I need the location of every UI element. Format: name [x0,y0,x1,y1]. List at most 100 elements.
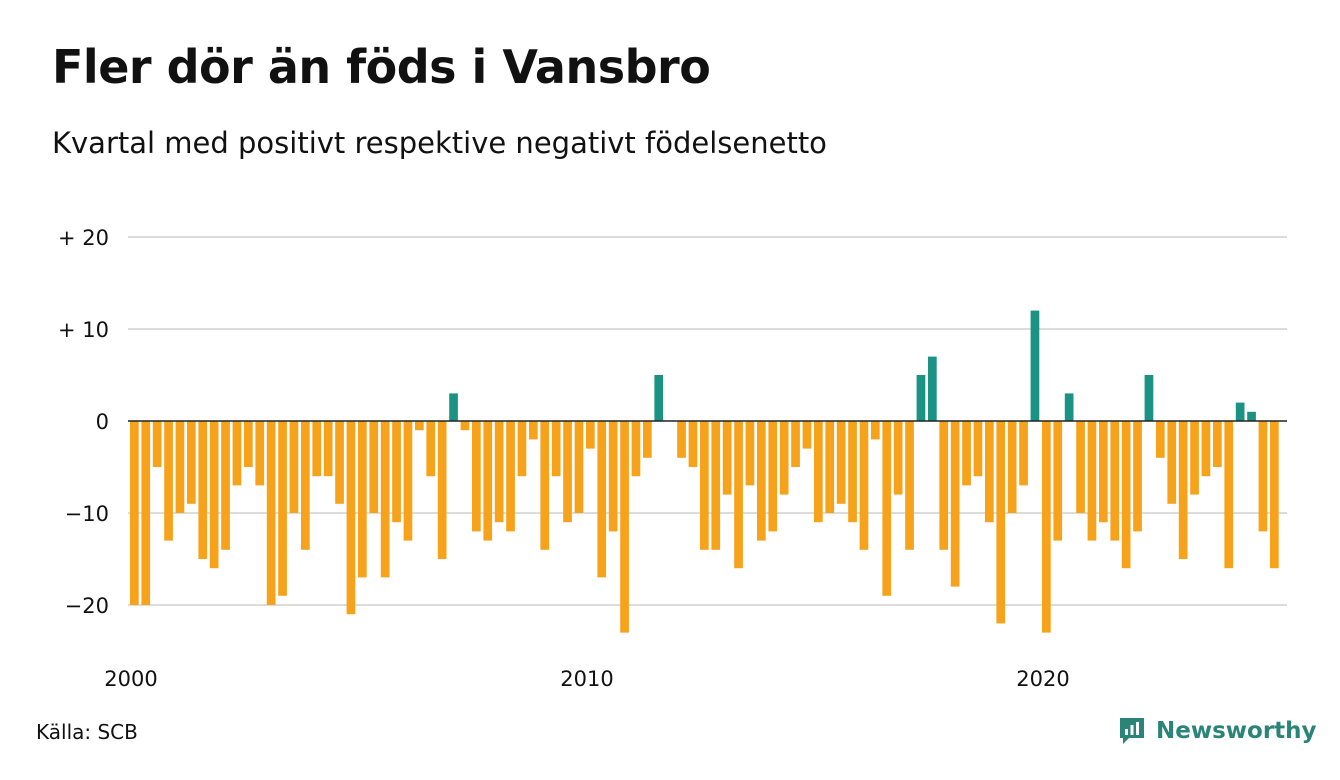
bar [1270,421,1279,569]
bar [1235,402,1245,421]
bar [745,421,755,486]
bar [574,421,584,513]
bar [1019,421,1028,486]
y-tick-label: 0 [96,410,109,434]
bar [996,421,1006,624]
y-tick-label: + 10 [58,318,109,342]
source-note: Källa: SCB [36,720,138,744]
bar [335,421,344,504]
bar [1099,421,1108,523]
y-tick-label: −20 [65,594,109,618]
bar [175,421,185,513]
bar [928,356,937,421]
bar [380,421,390,578]
bar [255,421,265,486]
bar [950,421,960,587]
y-tick-label: −10 [65,502,109,526]
bar [631,421,641,477]
bar [905,421,914,550]
bar [962,421,971,486]
bar [312,421,322,477]
bar [198,421,208,559]
bar [289,421,299,513]
bar [209,421,219,569]
bar [985,421,994,523]
bar [791,421,800,467]
bar [540,421,550,550]
bar [814,421,823,523]
bar [757,421,766,541]
bar [768,421,778,532]
bar [722,421,732,495]
bar [939,421,949,550]
bar [152,421,162,467]
bar [1178,421,1188,559]
bar [358,421,367,578]
bar [802,421,812,449]
bar [677,421,686,458]
bar [1110,421,1120,541]
bar [916,375,926,421]
bar [1156,421,1165,458]
bar [369,421,379,513]
x-tick-label: 2010 [560,667,613,691]
bar [1167,421,1177,504]
bar [700,421,709,550]
bar [1053,421,1063,541]
bar [1042,421,1051,633]
bar-chart-speech-bubble-icon [1120,718,1144,744]
bar [301,421,310,550]
bar [1133,421,1142,532]
bar [506,421,515,532]
bar [278,421,287,596]
bar [403,421,413,541]
bar [483,421,493,541]
brand-name: Newsworthy [1156,718,1317,744]
bar [1224,421,1234,569]
bar [608,421,618,532]
bar [1064,393,1074,421]
bar [586,421,595,449]
bar [1121,421,1131,569]
bar [1190,421,1199,495]
bar [859,421,869,550]
bar [1247,411,1256,421]
bar [494,421,504,523]
bar [141,421,151,605]
bar [620,421,629,633]
bar [711,421,721,550]
bar [688,421,698,467]
bar [1007,421,1017,513]
bar [973,421,983,477]
bar [1213,421,1222,467]
bar [244,421,253,467]
bar [893,421,903,495]
bar [392,421,401,523]
bar [415,421,424,431]
bar [654,375,664,421]
bar [266,421,276,605]
bar [1076,421,1085,513]
bar [449,393,458,421]
bar [517,421,527,477]
bar [346,421,356,615]
bar [1201,421,1211,477]
bar [825,421,835,513]
bar [323,421,333,477]
chart-subtitle: Kvartal med positivt respektive negativt… [52,126,827,160]
bar [871,421,880,440]
bar [460,421,470,431]
bar [643,421,652,458]
bar [232,421,242,486]
bar [779,421,789,495]
y-tick-label: + 20 [58,226,109,250]
bar [1144,375,1154,421]
bar [529,421,538,440]
bar [551,421,561,477]
bar [836,421,846,504]
newsworthy-logo: Newsworthy [1118,712,1317,750]
bar [130,421,139,605]
x-tick-label: 2020 [1016,667,1069,691]
bar [187,421,196,504]
